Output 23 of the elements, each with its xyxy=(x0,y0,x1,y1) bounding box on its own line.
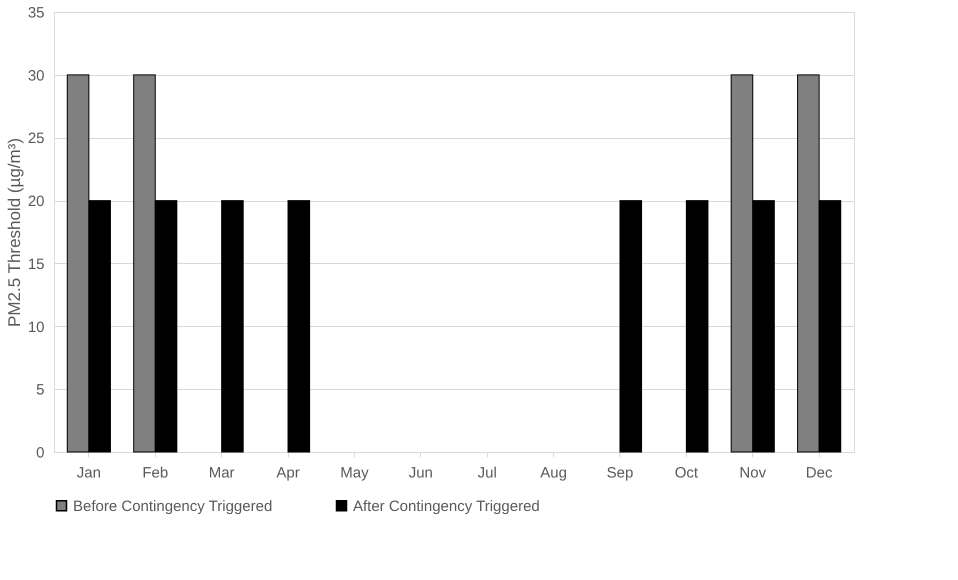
y-tick-label: 20 xyxy=(28,193,44,210)
x-tick-label: Aug xyxy=(540,464,567,482)
x-tick-label: Apr xyxy=(276,464,300,482)
x-tick-label: Jun xyxy=(408,464,433,482)
y-axis-title: PM2.5 Threshold (µg/m³) xyxy=(4,138,24,327)
x-tick-label: Jan xyxy=(76,464,101,482)
legend-label: After Contingency Triggered xyxy=(353,498,540,515)
y-tick-label: 10 xyxy=(28,318,44,336)
y-tick-label: 30 xyxy=(28,67,44,84)
x-tick-label: Sep xyxy=(606,464,634,482)
y-tick-label: 5 xyxy=(36,382,44,399)
x-tick-label: Oct xyxy=(674,464,699,482)
y-tick-label: 35 xyxy=(28,4,44,22)
x-tick-label: May xyxy=(340,464,370,482)
x-tick-label: Jul xyxy=(478,464,497,482)
x-tick-label: Nov xyxy=(739,464,767,482)
x-tick-label: Feb xyxy=(142,464,168,482)
y-tick-label: 15 xyxy=(28,256,44,273)
x-tick-label: Mar xyxy=(208,464,235,482)
y-tick-label: 25 xyxy=(28,130,44,148)
y-tick-label: 0 xyxy=(36,444,44,462)
x-tick-label: Dec xyxy=(806,464,833,482)
legend-label: Before Contingency Triggered xyxy=(73,498,272,515)
